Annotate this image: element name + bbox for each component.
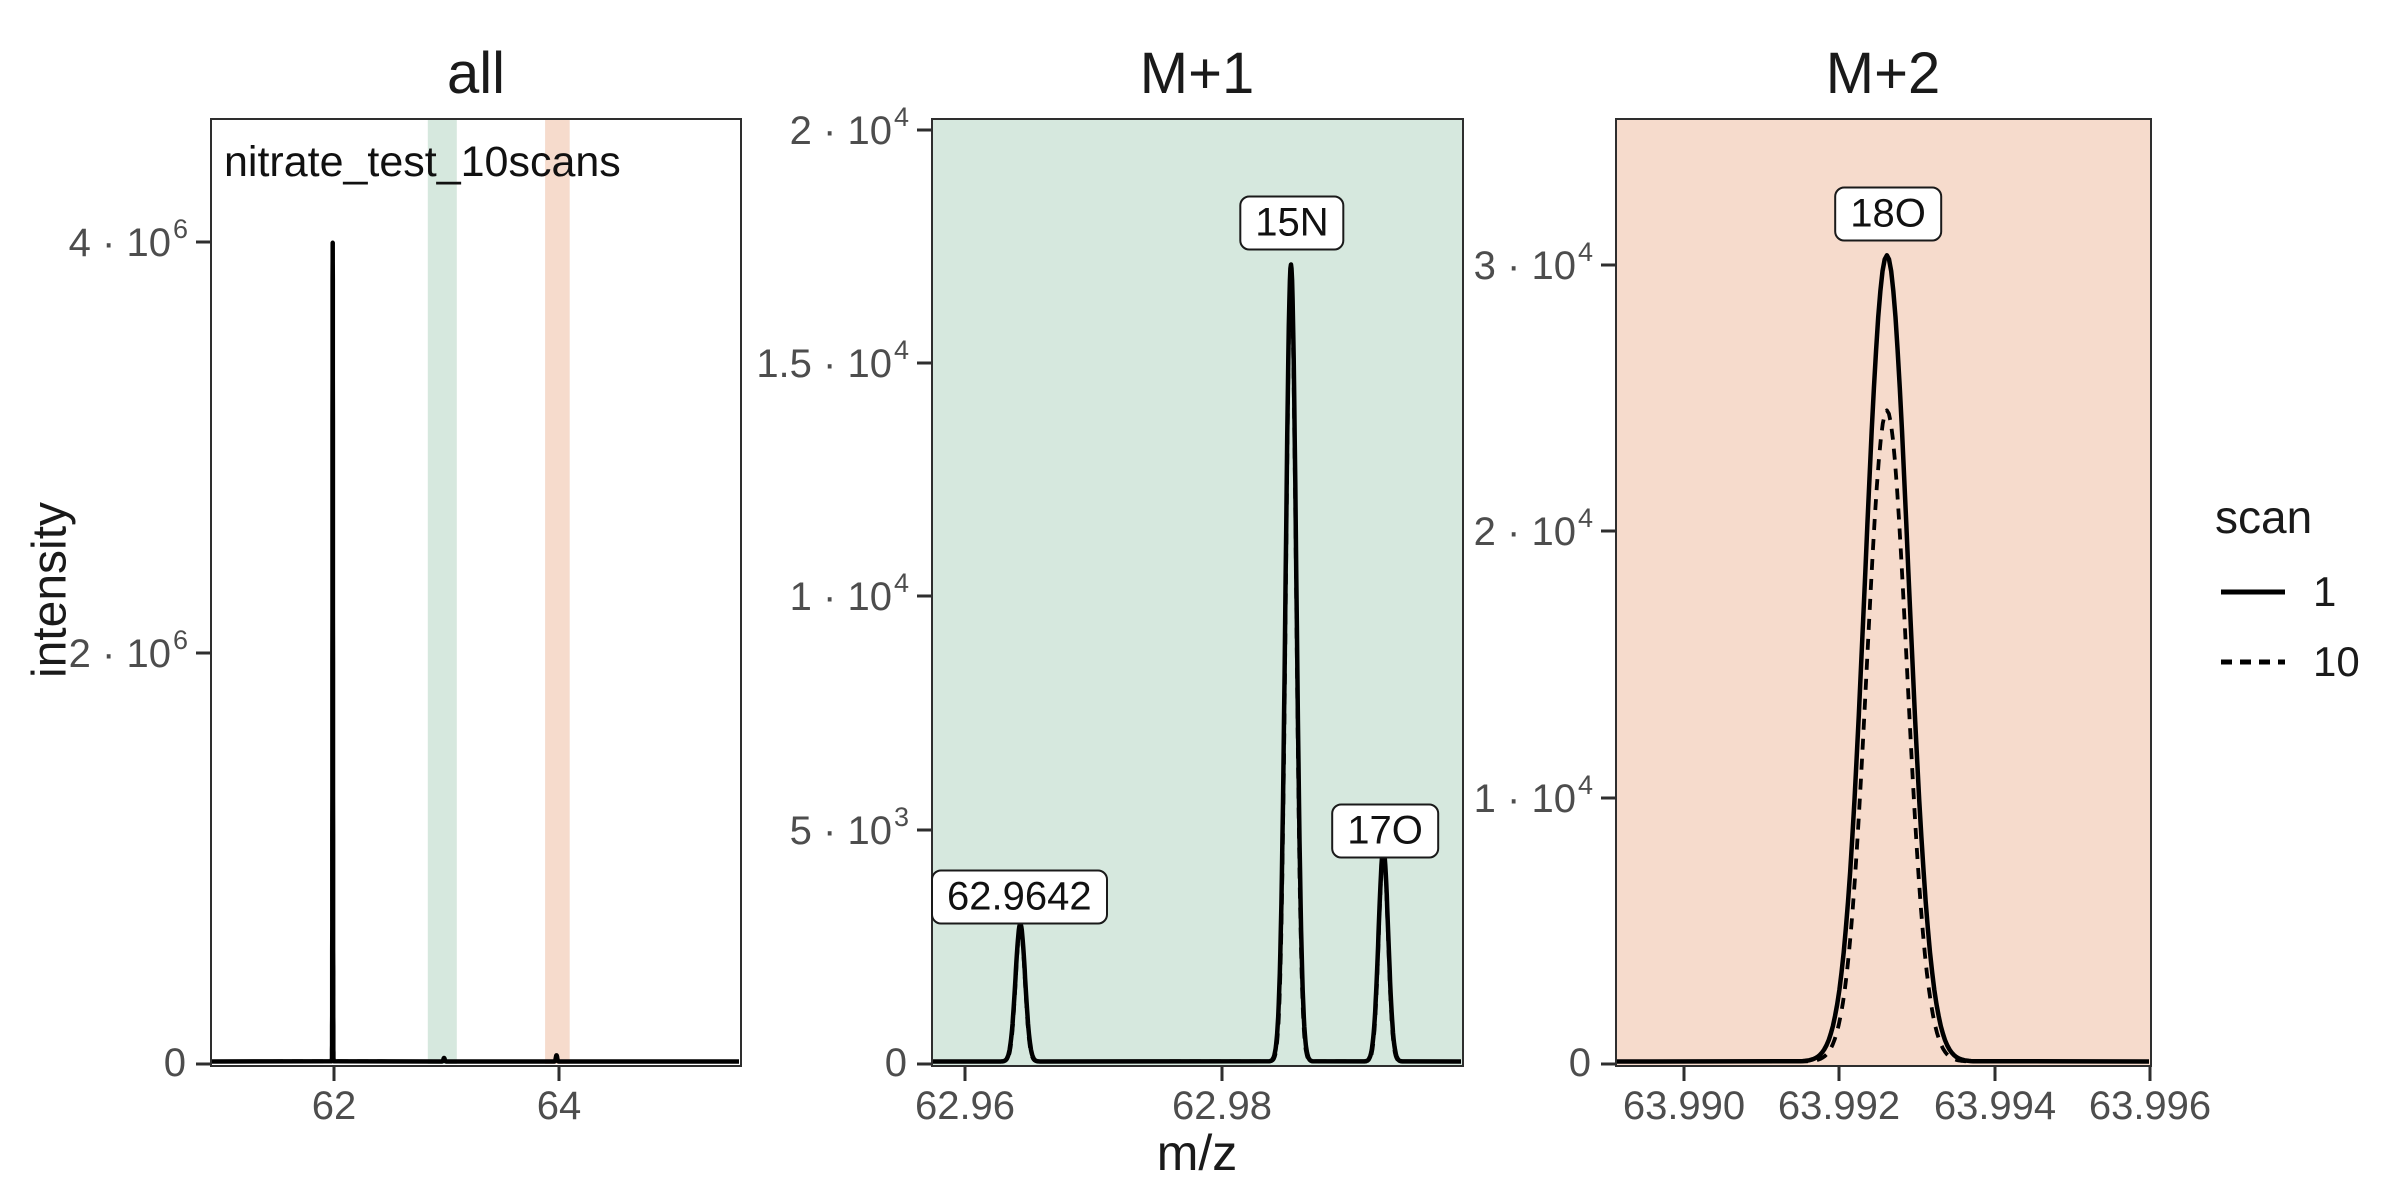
- peak-label-mz-62-9642: 62.9642: [931, 869, 1108, 925]
- x-tick-label: 63.990: [1622, 1084, 1746, 1128]
- y-tick-mark: [196, 651, 210, 655]
- dashed-line-icon: [2221, 659, 2285, 665]
- panel-svg-0: [212, 120, 739, 1064]
- y-tick-label: 0: [884, 1041, 907, 1086]
- panel-title-m2: M+2: [1825, 41, 1941, 106]
- x-tick-label: 63.996: [2088, 1084, 2212, 1128]
- y-tick-mark: [917, 128, 931, 132]
- y-tick-mark: [917, 828, 931, 832]
- x-tick-mark: [963, 1067, 967, 1081]
- y-tick-label: 2 · 106: [68, 624, 188, 677]
- y-tick-mark: [196, 1062, 210, 1066]
- y-tick-mark: [1601, 796, 1615, 800]
- x-axis-title: m/z: [1156, 1125, 1238, 1181]
- x-tick-label: 63.994: [1933, 1084, 2057, 1128]
- y-tick-label: 1.5 · 104: [756, 334, 909, 387]
- y-tick-mark: [1601, 263, 1615, 267]
- y-tick-label: 2 · 104: [1473, 502, 1593, 555]
- y-tick-label: 0: [1568, 1041, 1591, 1086]
- panel-title-all: all: [446, 41, 506, 106]
- x-tick-mark: [1993, 1067, 1997, 1081]
- peak-label-18O: 18O: [1834, 186, 1942, 242]
- y-tick-mark: [196, 240, 210, 244]
- y-tick-mark: [917, 594, 931, 598]
- x-tick-mark: [332, 1067, 336, 1081]
- x-tick-label: 63.992: [1777, 1084, 1901, 1128]
- legend-title: scan: [2215, 491, 2313, 543]
- peak-label-15N: 15N: [1239, 195, 1345, 251]
- y-tick-label: 1 · 104: [1473, 769, 1593, 822]
- x-tick-label: 62.98: [1171, 1084, 1273, 1128]
- y-tick-mark: [917, 361, 931, 365]
- x-tick-mark: [1220, 1067, 1224, 1081]
- solid-line-icon: [2221, 589, 2285, 595]
- y-tick-label: 1 · 104: [789, 567, 909, 620]
- legend-label-scan-10: 10: [2313, 638, 2360, 685]
- x-tick-label: 62.96: [914, 1084, 1016, 1128]
- y-tick-label: 2 · 104: [789, 101, 909, 154]
- y-tick-mark: [1601, 529, 1615, 533]
- legend-label-scan-1: 1: [2313, 568, 2337, 615]
- x-tick-mark: [1837, 1067, 1841, 1081]
- peak-label-17O: 17O: [1331, 803, 1439, 859]
- y-tick-mark: [917, 1062, 931, 1066]
- panel-svg-2: [1617, 253, 2149, 1064]
- panel-all: nitrate_test_10scans: [210, 118, 742, 1067]
- y-tick-mark: [1601, 1062, 1615, 1066]
- y-tick-label: 4 · 106: [68, 213, 188, 266]
- legend-item-scan-1: 1: [2221, 568, 2336, 616]
- x-tick-label: 62: [311, 1084, 357, 1128]
- spectrum-file-annotation: nitrate_test_10scans: [224, 138, 621, 186]
- y-tick-label: 5 · 103: [789, 801, 909, 854]
- panel-m2: [1615, 118, 2152, 1067]
- x-tick-label: 64: [536, 1084, 582, 1128]
- y-tick-label: 0: [163, 1041, 186, 1086]
- panel-title-m1: M+1: [1139, 41, 1255, 106]
- y-tick-label: 3 · 104: [1473, 236, 1593, 289]
- legend-item-scan-10: 10: [2221, 638, 2360, 686]
- x-tick-mark: [2148, 1067, 2152, 1081]
- x-tick-mark: [1682, 1067, 1686, 1081]
- x-tick-mark: [557, 1067, 561, 1081]
